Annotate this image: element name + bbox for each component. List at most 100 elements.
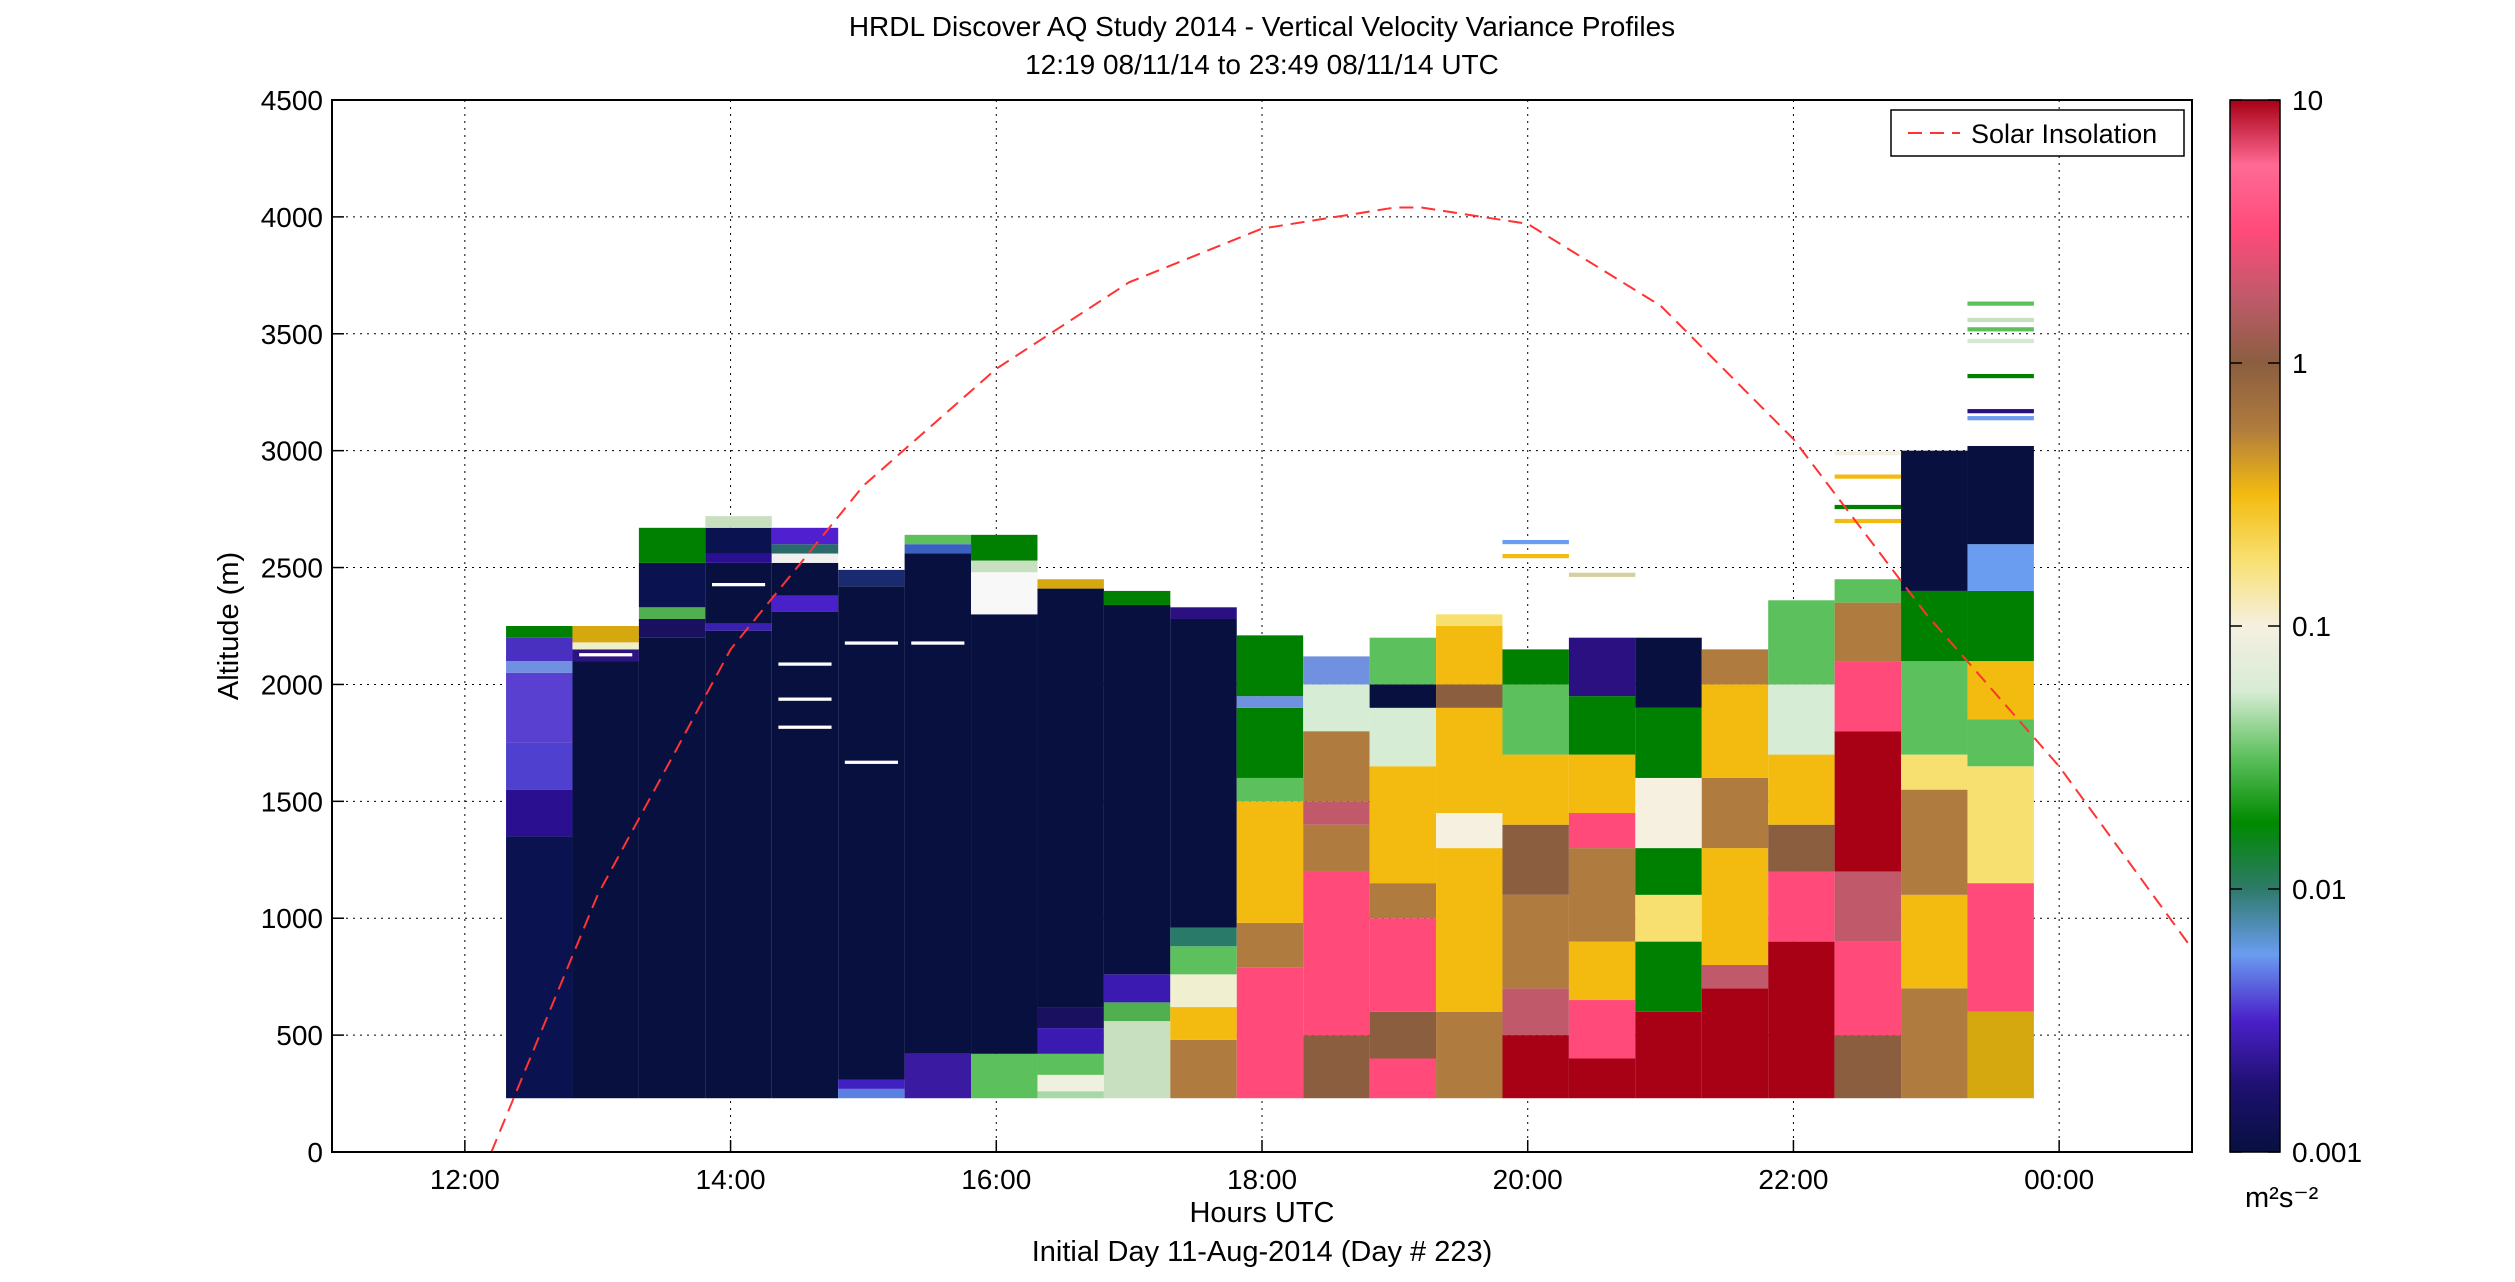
x-tick-label: 12:00 (430, 1164, 500, 1195)
profile-segment (1502, 1035, 1569, 1099)
profile-segment (1369, 684, 1437, 708)
y-axis-label: Altitude (m) (213, 552, 245, 700)
profile-segment (904, 553, 972, 1054)
profile-isolated-bar (1967, 409, 2034, 414)
profile-segment (1369, 766, 1437, 884)
profile-segment (1303, 871, 1370, 1036)
profile-segment (1901, 789, 1968, 895)
x-tick-label: 00:00 (2024, 1164, 2094, 1195)
profile-segment (1967, 1011, 2034, 1099)
profile-gap (844, 760, 898, 764)
profile-segment (1768, 684, 1835, 755)
profile-segment (1768, 941, 1835, 1099)
profile-isolated-bar (1834, 518, 1902, 524)
profile-segment (1170, 607, 1237, 619)
y-tick-label: 4500 (261, 85, 323, 116)
profile-segment (1834, 941, 1902, 1036)
profile-segment (1236, 922, 1304, 968)
profile-segment (1701, 848, 1769, 965)
profile-segment (1834, 661, 1902, 732)
profile-gap (778, 697, 832, 701)
profile-segment (838, 569, 905, 587)
profile-segment (1701, 777, 1769, 849)
profile-segment (1701, 649, 1769, 685)
x-tick-label: 22:00 (1758, 1164, 1828, 1195)
profile-segment (1834, 579, 1902, 603)
profile-segment (1768, 754, 1835, 825)
profile-segment (1236, 635, 1304, 697)
profile-segment (1170, 974, 1237, 1008)
profile-isolated-bar (1967, 373, 2034, 379)
profile-segment (1768, 600, 1835, 685)
profile-gap (778, 725, 832, 729)
colorbar-ticks: 10 1 0.1 0.01 0.001 (2230, 85, 2362, 1168)
profile-segment (1037, 1028, 1104, 1054)
profile-segment (1502, 649, 1569, 685)
profile-segment (638, 607, 706, 619)
profile-segment (1568, 848, 1636, 942)
profile-segment (1436, 684, 1503, 708)
profile-segment (1635, 637, 1702, 708)
profile-segment (506, 836, 573, 1099)
profile-segment (1502, 988, 1569, 1036)
profile-isolated-bar (1834, 451, 1902, 456)
profile-segment (1236, 777, 1304, 802)
profile-segment (1436, 707, 1503, 814)
profile-segment (1901, 590, 1968, 662)
profile-segment (1967, 661, 2034, 720)
x-tick-label: 18:00 (1227, 1164, 1297, 1195)
profile-segment (1103, 974, 1171, 1003)
y-tick-label: 2000 (261, 669, 323, 700)
profile-segment (1701, 964, 1769, 989)
y-tick-label: 4000 (261, 202, 323, 233)
profile-segment (1834, 731, 1902, 872)
profile-segment (1436, 626, 1503, 685)
profile-segment (1303, 656, 1370, 685)
profile-gap (844, 641, 898, 645)
profile-segment (1037, 1053, 1104, 1075)
profile-segment (1901, 450, 1968, 591)
x-axis-label: Hours UTC (1189, 1197, 1334, 1229)
profile-segment (1369, 1011, 1437, 1059)
profile-segment (1901, 894, 1968, 989)
profile-segment (1568, 941, 1636, 1001)
profile-segment (771, 553, 839, 563)
profile-segment (1967, 590, 2034, 662)
profile-segment (1568, 1058, 1636, 1099)
profile-segment (1901, 754, 1968, 790)
profile-segment (1901, 988, 1968, 1099)
profile-segment (1170, 927, 1237, 947)
y-tick-label: 1000 (261, 903, 323, 934)
profile-isolated-bar (1834, 474, 1902, 479)
y-tick-label: 3000 (261, 436, 323, 467)
y-tick-label: 500 (276, 1020, 323, 1051)
profile-segment (1037, 579, 1104, 589)
profile-segment (1568, 696, 1636, 755)
chart-title: HRDL Discover AQ Study 2014 - Vertical V… (849, 11, 1675, 42)
profile-segment (1103, 604, 1171, 975)
profile-segment (1568, 1000, 1636, 1059)
profile-segment (1103, 1021, 1171, 1099)
profile-segment (1967, 766, 2034, 884)
solar-insolation-line (490, 206, 2193, 1153)
profile-segment (1037, 1007, 1104, 1029)
profile-segment (1103, 1002, 1171, 1022)
profile-isolated-bar (1967, 317, 2034, 323)
profile-segment (1037, 588, 1104, 1008)
profile-segment (1303, 824, 1370, 872)
profile-segment (1436, 813, 1503, 849)
profile-segment (1369, 918, 1437, 1012)
profile-segment (705, 553, 772, 563)
profile-segment (1170, 1039, 1237, 1099)
profile-isolated-bar (1834, 504, 1902, 510)
profile-segment (705, 562, 772, 624)
profile-segment (1635, 707, 1702, 778)
profile-isolated-bar (1967, 338, 2034, 344)
profile-segment (506, 672, 573, 743)
y-tick-label: 3500 (261, 319, 323, 350)
profile-segment (1768, 824, 1835, 872)
profile-segment (1303, 1035, 1370, 1099)
profile-segment (971, 1053, 1038, 1099)
colorbar-tick-label: 0.001 (2292, 1137, 2362, 1168)
